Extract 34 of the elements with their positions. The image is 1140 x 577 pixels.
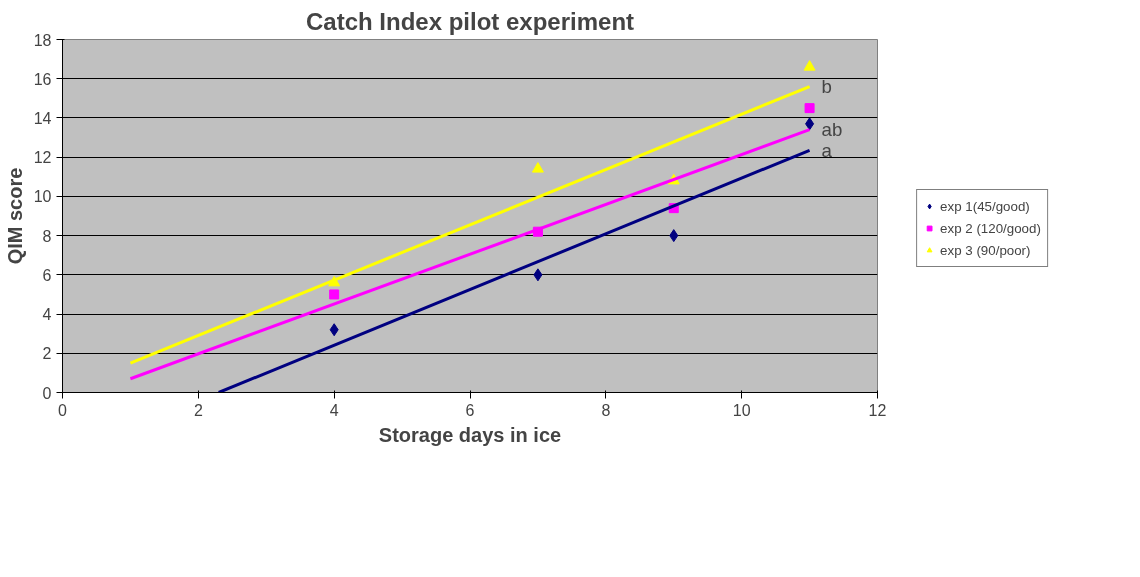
point: [804, 103, 815, 114]
legend-label: exp 3 (90/poor): [940, 242, 1031, 258]
point: [669, 229, 679, 243]
x-tick-label: 12: [868, 401, 887, 419]
point: [805, 117, 815, 131]
y-tick-label: 0: [42, 384, 52, 402]
point: [329, 289, 340, 300]
y-tick-label: 18: [33, 31, 52, 49]
y-tick-label: 10: [33, 188, 52, 206]
legend-label: exp 2 (120/good): [940, 220, 1041, 236]
y-tick-label: 16: [33, 70, 52, 88]
x-axis-title: Storage days in ice: [378, 423, 562, 446]
chart-title: Catch Index pilot experiment: [305, 7, 635, 35]
point: [329, 323, 339, 337]
annotation: a: [821, 139, 833, 161]
x-tick-label: 6: [465, 401, 475, 419]
y-tick-label: 12: [33, 149, 52, 167]
x-tick-label: 0: [58, 401, 68, 419]
y-tick-label: 6: [42, 266, 52, 284]
y-tick-label: 2: [42, 345, 52, 363]
legend-label: exp 1(45/good): [940, 198, 1030, 214]
point: [803, 60, 816, 71]
annotation: ab: [821, 119, 843, 141]
point: [531, 162, 544, 173]
x-tick-label: 10: [732, 401, 751, 419]
y-axis-title: QIM score: [3, 167, 26, 265]
x-tick-label: 2: [193, 401, 203, 419]
y-tick-label: 4: [42, 306, 52, 324]
y-tick-label: 14: [33, 109, 52, 127]
y-tick-label: 8: [42, 227, 52, 245]
x-tick-label: 4: [329, 401, 339, 419]
point: [533, 268, 543, 282]
x-tick-label: 8: [601, 401, 611, 419]
annotation: b: [821, 76, 832, 98]
